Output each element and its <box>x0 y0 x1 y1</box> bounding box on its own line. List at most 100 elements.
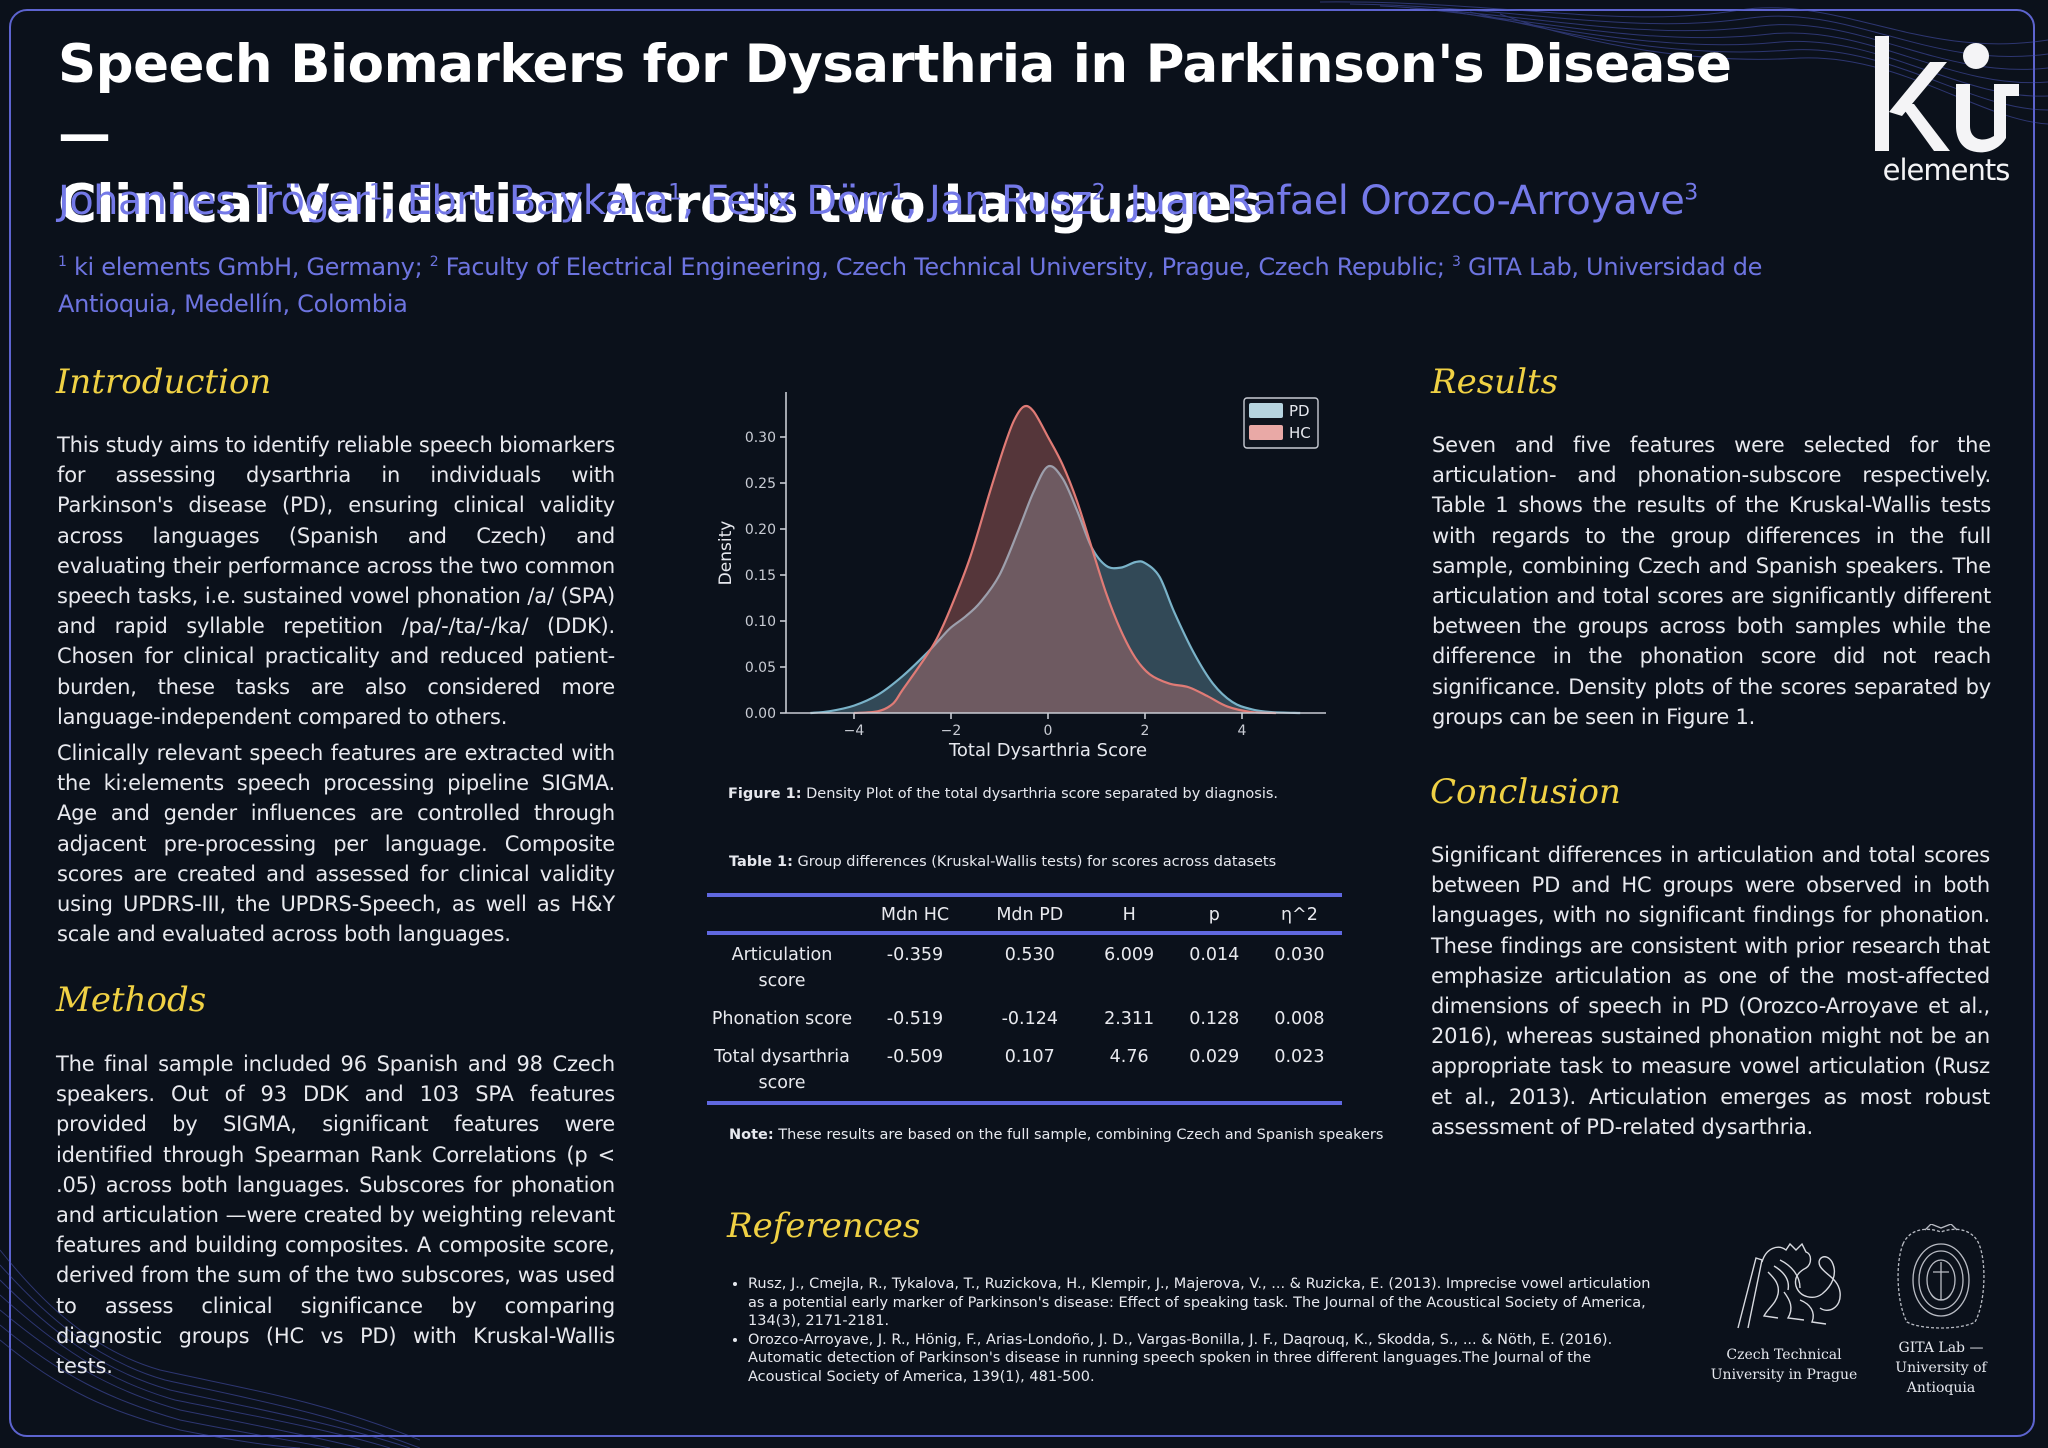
table-cell: -0.359 <box>886 945 944 965</box>
methods-paragraph: The final sample included 96 Spanish and… <box>56 1052 615 1379</box>
section-heading-introduction: Introduction <box>56 362 272 402</box>
table-cell: 0.029 <box>1189 1047 1240 1067</box>
density-area-hc <box>854 405 1276 713</box>
legend-label-hc: HC <box>1289 424 1311 442</box>
legend-label-pd: PD <box>1289 402 1310 420</box>
logo-wordmark: elements <box>1883 153 2010 184</box>
y-tick-label: 0.10 <box>745 614 776 630</box>
table-cell: 0.530 <box>1004 945 1055 965</box>
author-affil-mark: 2 <box>1091 180 1106 206</box>
y-tick-label: 0.25 <box>745 476 776 492</box>
table-cell: -0.519 <box>886 1009 944 1029</box>
y-tick-label: 0.30 <box>745 430 776 446</box>
figure-caption: Figure 1: Density Plot of the total dysa… <box>728 786 1278 802</box>
table-header: Mdn PD <box>996 905 1064 925</box>
reference-item: Rusz, J., Cmejla, R., Tykalova, T., Ruzi… <box>748 1275 1668 1331</box>
author-list: Johannes Tröger1, Ebru Baykara1, Felix D… <box>58 178 1698 224</box>
y-tick-label: 0.00 <box>745 706 776 722</box>
author: Ebru Baykara <box>406 178 669 224</box>
poster-title: Speech Biomarkers for Dysarthria in Park… <box>58 30 1758 240</box>
table-label: Table 1: <box>729 854 793 870</box>
institution-name-line: University of <box>1895 1360 1987 1376</box>
table-caption-text: Group differences (Kruskal-Wallis tests)… <box>792 854 1277 870</box>
legend-swatch-pd <box>1249 403 1283 418</box>
table-cell: 6.009 <box>1104 945 1155 965</box>
chart-y-axis-label: Density <box>716 521 736 586</box>
x-tick-label: 4 <box>1238 723 1247 739</box>
table-cell: 2.311 <box>1104 1009 1155 1029</box>
table-cell: 0.023 <box>1274 1047 1325 1067</box>
poster-frame <box>9 9 2035 1437</box>
section-heading-methods: Methods <box>56 980 207 1020</box>
table-header: Mdn HC <box>880 905 950 925</box>
institution-gita: GITA Lab — University of Antioquia <box>1876 1338 2006 1398</box>
density-area-pd <box>810 465 1301 713</box>
results-paragraph: Seven and five features were selected fo… <box>1432 433 1991 729</box>
table-cell: 0.008 <box>1274 1009 1325 1029</box>
x-tick-label: 2 <box>1141 723 1150 739</box>
density-chart: 0.00 0.05 0.10 0.15 0.20 0.25 0.30 −4 −2 0 2 4 Tota… <box>716 392 1326 760</box>
affiliation: ki elements GmbH, Germany; <box>73 253 423 281</box>
affil-number: 1 <box>58 254 67 270</box>
author-affil-mark: 1 <box>891 180 905 206</box>
author-affil-mark: 1 <box>668 180 682 206</box>
chart-tick-labels: 0.00 0.05 0.10 0.15 0.20 0.25 0.30 −4 −2 0 2 4 <box>745 430 1247 739</box>
institution-ctu: Czech Technical University in Prague <box>1700 1345 1868 1385</box>
section-heading-results: Results <box>1431 362 1559 402</box>
affiliation: Faculty of Electrical Engineering, Czech… <box>445 253 1445 281</box>
table-note-label: Note: <box>729 1127 774 1143</box>
figure-caption-text: Density Plot of the total dysarthria sco… <box>801 786 1279 802</box>
section-heading-references: References <box>727 1206 921 1246</box>
table-cell: 0.107 <box>1004 1047 1055 1067</box>
table-row-label: Articulation score <box>731 945 833 991</box>
author: Johannes Tröger <box>58 178 370 224</box>
density-line-hc <box>853 404 1276 715</box>
table-row: Total dysarthria score -0.509 0.107 4.76… <box>707 1037 1342 1103</box>
density-line-pd <box>810 464 1301 715</box>
affiliation: GITA Lab, Universidad de Antioquia, Mede… <box>58 253 1763 318</box>
introduction-paragraph-2: Clinically relevant speech features are … <box>57 741 615 947</box>
table-cell: -0.124 <box>1001 1009 1058 1029</box>
table-cell: 0.014 <box>1189 945 1240 965</box>
table-note-text: These results are based on the full samp… <box>773 1127 1384 1143</box>
figure-label: Figure 1: <box>728 786 802 802</box>
chart-legend: PD HC <box>1243 397 1319 449</box>
table-row-label: Total dysarthria score <box>714 1047 850 1093</box>
section-heading-conclusion: Conclusion <box>1430 772 1621 812</box>
table-row: Phonation score -0.519 -0.124 2.311 0.12… <box>707 999 1342 1037</box>
table-header <box>707 895 857 933</box>
table-cell: 0.030 <box>1274 945 1325 965</box>
institution-name-line: Antioquia <box>1906 1380 1976 1396</box>
table-row: Articulation score -0.359 0.530 6.009 0.… <box>707 933 1342 999</box>
institution-name-line: University in Prague <box>1710 1367 1858 1383</box>
table-cell: -0.509 <box>886 1047 944 1067</box>
y-tick-label: 0.15 <box>745 568 776 584</box>
x-tick-label: −4 <box>844 723 865 739</box>
affil-number: 3 <box>1452 254 1461 270</box>
chart-x-axis-label: Total Dysarthria Score <box>948 740 1147 760</box>
conclusion-paragraph: Significant differences in articulation … <box>1431 843 1990 1139</box>
affiliation-list: 1 ki elements GmbH, Germany; 2 Faculty o… <box>58 244 1778 323</box>
table-header: η^2 <box>1280 905 1318 925</box>
table-cell: 0.128 <box>1189 1009 1240 1029</box>
table-header: p <box>1208 905 1220 925</box>
affil-number: 2 <box>429 254 439 270</box>
table-row-label: Phonation score <box>711 1009 853 1029</box>
author-affil-mark: 3 <box>1684 180 1698 206</box>
table-caption: Table 1: Group differences (Kruskal-Wall… <box>729 854 1276 870</box>
chart-axes <box>780 392 1326 719</box>
legend-swatch-hc <box>1249 425 1283 440</box>
author: Felix Dörr <box>705 178 892 224</box>
table-header: H <box>1122 905 1136 925</box>
x-tick-label: 0 <box>1044 723 1053 739</box>
x-tick-label: −2 <box>941 723 962 739</box>
poster-title-line1: Speech Biomarkers for Dysarthria in Park… <box>58 34 1732 165</box>
author: Jan Rusz <box>929 178 1092 224</box>
y-tick-label: 0.20 <box>745 522 776 538</box>
udea-seal-logo <box>1897 1224 1985 1329</box>
introduction-paragraph-1: This study aims to identify reliable spe… <box>57 433 615 729</box>
reference-item: Orozco-Arroyave, J. R., Hönig, F., Arias… <box>748 1331 1668 1387</box>
author: Juan Rafael Orozco-Arroyave <box>1129 178 1685 224</box>
ki-elements-logo: elements <box>1875 36 2019 184</box>
table-note: Note: These results are based on the ful… <box>729 1127 1383 1143</box>
